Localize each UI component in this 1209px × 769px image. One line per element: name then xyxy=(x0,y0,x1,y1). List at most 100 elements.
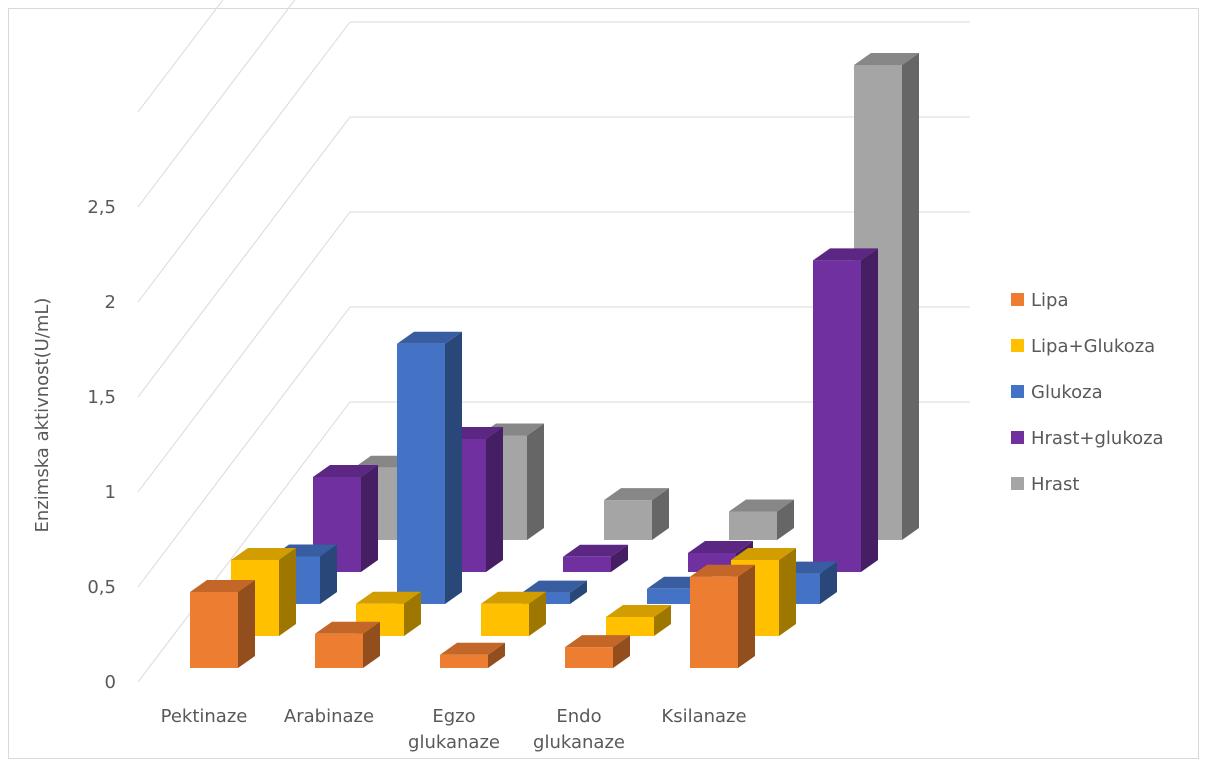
bar-lipa xyxy=(690,564,755,668)
bar-hrast xyxy=(729,499,794,540)
category-label: Egzo glukanaze xyxy=(408,706,500,753)
legend-item: Lipa+Glukoza xyxy=(1011,336,1155,357)
bar-side xyxy=(613,635,630,668)
category-label: Ksilanaze xyxy=(661,706,746,727)
bar-top xyxy=(688,541,753,553)
legend-item: Hrast xyxy=(1011,474,1079,495)
bar-top xyxy=(729,499,794,512)
bar-lipa xyxy=(565,635,630,668)
bar-top xyxy=(190,580,255,592)
bar-front xyxy=(565,647,613,668)
legend-label: Hrast xyxy=(1031,474,1079,495)
bar-front xyxy=(813,260,861,572)
y-tick-label: 1,5 xyxy=(87,387,116,408)
y-tick-label: 0,5 xyxy=(87,577,116,598)
bar-lipa xyxy=(315,621,380,668)
bar-front xyxy=(604,500,652,540)
legend-label: Glukoza xyxy=(1031,382,1103,403)
bar-side xyxy=(738,564,755,668)
bar-lipa xyxy=(190,580,255,668)
bar-top xyxy=(397,331,462,344)
bar-top xyxy=(690,564,755,577)
bar-top xyxy=(731,548,796,560)
bar-front xyxy=(315,633,363,668)
bar-top xyxy=(813,248,878,261)
gridline-side xyxy=(137,306,351,588)
bar-front xyxy=(440,654,488,668)
bar-top xyxy=(854,53,919,65)
gridline-side xyxy=(137,21,351,303)
legend-item: Hrast+glukoza xyxy=(1011,428,1164,449)
bar-side xyxy=(279,548,296,636)
bar-lipa-glukoza xyxy=(606,605,671,636)
y-axis-ticks: 0 0,5 1 1,5 2 2,5 xyxy=(87,197,116,693)
bar-front xyxy=(606,617,654,636)
legend-swatch xyxy=(1011,431,1024,444)
y-tick-label: 2,5 xyxy=(87,197,116,218)
bars xyxy=(190,53,919,668)
bar-front xyxy=(729,511,777,540)
bar-front xyxy=(690,576,738,668)
bar-side xyxy=(820,561,837,604)
legend-item: Glukoza xyxy=(1011,382,1103,403)
gridline-side xyxy=(137,401,351,683)
bar-top xyxy=(563,544,628,557)
legend-swatch xyxy=(1011,339,1024,352)
bar-top xyxy=(356,591,421,604)
legend-item: Lipa xyxy=(1011,290,1069,311)
bar-side xyxy=(488,642,505,668)
bar-side xyxy=(363,621,380,668)
legend-label: Lipa xyxy=(1031,290,1069,311)
gridline-side xyxy=(137,0,296,208)
bar-front xyxy=(563,556,611,572)
legend-label: Hrast+glukoza xyxy=(1031,428,1164,449)
bar-top xyxy=(604,488,669,501)
bar-top xyxy=(231,548,296,560)
y-axis-label: Enzimska aktivnost(U/mL) xyxy=(32,298,53,533)
legend: Lipa Lipa+Glukoza Glukoza Hrast+glukoza Hras… xyxy=(1011,290,1164,495)
legend-swatch xyxy=(1011,293,1024,306)
bar-top xyxy=(315,621,380,634)
y-tick-label: 2 xyxy=(105,292,116,313)
bar-side xyxy=(611,544,628,572)
bar-side xyxy=(529,591,546,636)
bar-hrast-glukoza xyxy=(563,544,628,572)
bar-lipa xyxy=(440,642,505,668)
bar-side xyxy=(777,499,794,540)
gridline-side xyxy=(137,116,351,398)
legend-label: Lipa+Glukoza xyxy=(1031,336,1155,357)
bar-side xyxy=(652,488,669,540)
bar-side xyxy=(320,544,337,604)
category-label: Endo glukanaze xyxy=(533,706,625,753)
gridline-side xyxy=(137,211,351,493)
bar-top xyxy=(481,591,546,604)
y-tick-label: 1 xyxy=(105,482,116,503)
bar-top xyxy=(313,465,378,477)
bar-side xyxy=(527,423,544,540)
bar-side xyxy=(445,331,462,604)
bar-top xyxy=(522,580,587,593)
y-tick-label: 0 xyxy=(105,672,116,693)
bar-side xyxy=(238,580,255,668)
bar-top xyxy=(606,605,671,617)
bar-front xyxy=(397,343,445,604)
bar-top xyxy=(440,642,505,655)
bar-side xyxy=(861,248,878,572)
bar-side xyxy=(486,427,503,572)
bar-front xyxy=(481,603,529,636)
legend-swatch xyxy=(1011,477,1024,490)
bar-side xyxy=(779,548,796,636)
bar-front xyxy=(647,588,695,604)
category-label: Arabinaze xyxy=(284,706,374,727)
bar-top xyxy=(565,635,630,648)
bar-hrast xyxy=(604,488,669,540)
bar-front xyxy=(190,592,238,668)
bar-side xyxy=(902,53,919,540)
bar-side xyxy=(570,580,587,604)
category-label: Pektinaze xyxy=(161,706,248,727)
bar-side xyxy=(404,591,421,636)
bar-lipa-glukoza xyxy=(481,591,546,636)
legend-swatch xyxy=(1011,385,1024,398)
bar-side xyxy=(654,605,671,636)
